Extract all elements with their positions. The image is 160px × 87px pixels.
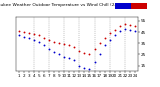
Point <box>32 34 35 35</box>
Point <box>114 35 116 36</box>
Point <box>37 35 40 36</box>
Point <box>124 23 126 25</box>
Point <box>124 28 126 29</box>
Point <box>78 50 81 52</box>
Point <box>129 29 131 30</box>
Point <box>68 57 71 59</box>
Point <box>98 54 101 55</box>
Point <box>103 45 106 46</box>
Point <box>88 68 91 70</box>
Point <box>68 45 71 46</box>
Point <box>129 25 131 26</box>
Point <box>22 31 25 33</box>
Point <box>27 37 30 38</box>
Point <box>53 52 55 53</box>
Point <box>119 26 121 27</box>
Point <box>88 54 91 55</box>
Point <box>108 32 111 34</box>
Point <box>93 48 96 50</box>
Point <box>17 30 20 32</box>
Point <box>63 44 65 45</box>
Point <box>103 37 106 38</box>
Point <box>17 35 20 36</box>
Point <box>48 39 50 41</box>
Point <box>43 45 45 46</box>
Point <box>63 56 65 57</box>
Point <box>37 41 40 43</box>
Point <box>134 30 136 32</box>
Point <box>78 65 81 66</box>
Point <box>22 36 25 37</box>
Point <box>98 43 101 44</box>
Point <box>58 43 60 44</box>
Point <box>48 48 50 50</box>
Point <box>58 54 60 55</box>
Point <box>73 46 76 47</box>
Point <box>119 30 121 32</box>
Point <box>83 53 86 54</box>
Point <box>32 39 35 41</box>
Text: Milwaukee Weather Outdoor Temperature vs Wind Chill (24 Hours): Milwaukee Weather Outdoor Temperature vs… <box>0 3 133 7</box>
Point <box>114 29 116 30</box>
Point <box>27 32 30 34</box>
Point <box>43 37 45 38</box>
Point <box>108 39 111 41</box>
Point <box>93 62 96 63</box>
Point <box>134 26 136 27</box>
Point <box>73 59 76 61</box>
Point <box>83 67 86 69</box>
Point <box>53 41 55 43</box>
